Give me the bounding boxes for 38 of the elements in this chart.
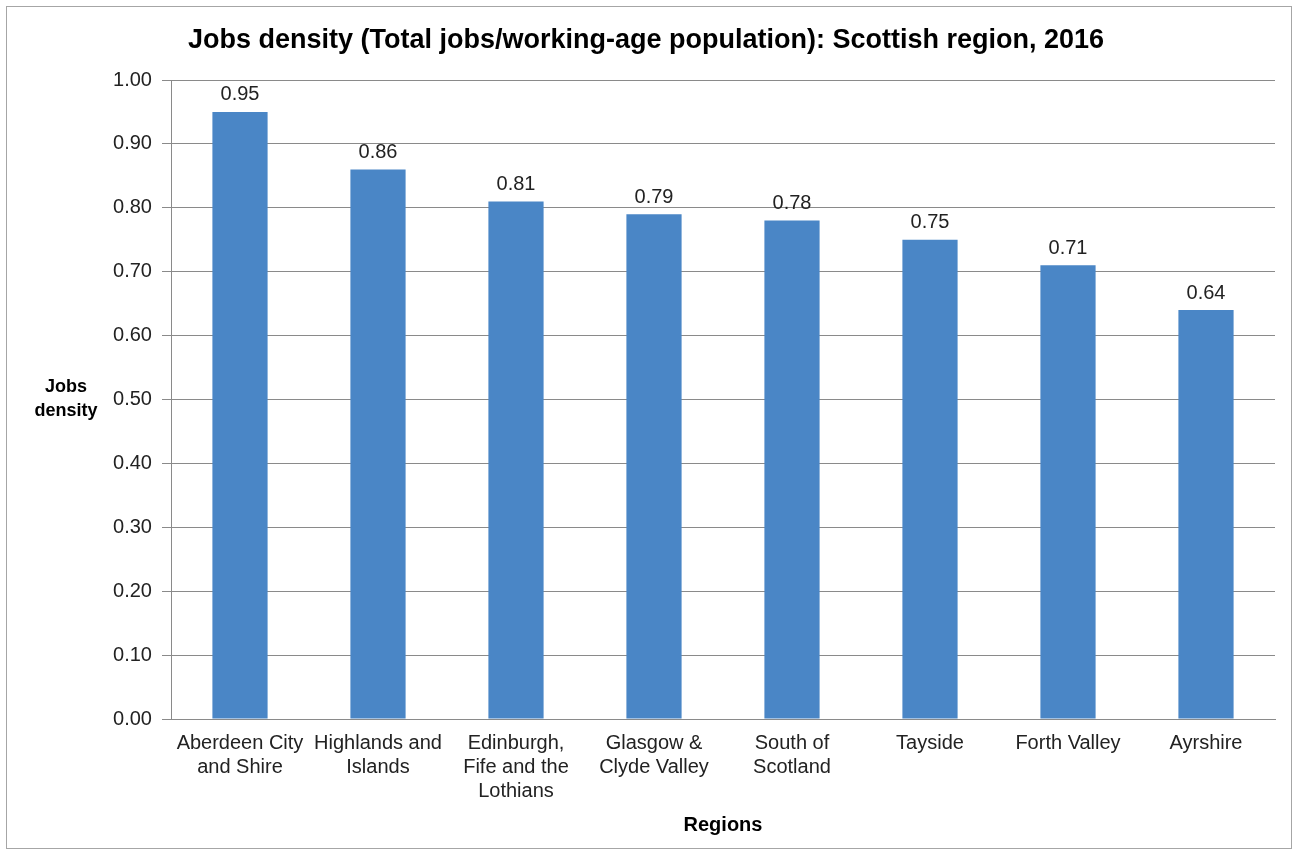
data-label: 0.86 (358, 139, 398, 162)
data-label: 0.64 (1186, 280, 1226, 303)
y-tick-label: 0.10 (113, 642, 152, 665)
data-label: 0.71 (1048, 235, 1088, 258)
data-label: 0.75 (910, 210, 950, 233)
data-label: 0.79 (634, 184, 674, 207)
x-axis-title: Regions (683, 812, 763, 835)
bar (626, 214, 682, 719)
bar (350, 169, 406, 719)
y-tick-label: 0.00 (113, 706, 152, 729)
data-label: 0.78 (772, 191, 812, 214)
x-tick-label: Glasgow & Clyde Valley (599, 730, 709, 777)
y-tick-label: 0.20 (113, 578, 152, 601)
bar (1040, 265, 1096, 719)
y-tick-label: 0.70 (113, 259, 152, 282)
y-tick-label: 0.40 (113, 450, 152, 473)
x-tick-label: Tayside (896, 730, 964, 753)
y-tick-label: 0.80 (113, 195, 152, 218)
y-axis-title: Jobs density (34, 376, 98, 421)
x-tick-label: Highlands and Islands (314, 730, 442, 777)
bar (764, 220, 820, 719)
bar (212, 111, 268, 719)
y-tick-label: 1.00 (113, 67, 152, 90)
data-label: 0.81 (496, 171, 536, 194)
x-tick-label: Aberdeen City and Shire (176, 730, 304, 777)
y-tick-label: 0.90 (113, 131, 152, 154)
chart-title: Jobs density (Total jobs/working-age population): Scottish region, 2016 (187, 24, 1105, 55)
y-tick-label: 0.50 (113, 387, 152, 410)
bar (488, 201, 544, 719)
bar (902, 239, 958, 719)
x-tick-label: South of Scotland (753, 730, 831, 777)
y-tick-label: 0.30 (113, 514, 152, 537)
x-tick-label: Forth Valley (1015, 730, 1121, 753)
data-label: 0.95 (220, 82, 260, 105)
x-tick-label: Ayrshire (1169, 730, 1243, 753)
bar (1178, 310, 1234, 719)
y-tick-label: 0.60 (113, 323, 152, 346)
x-tick-label: Edinburgh, Fife and the Lothians (463, 730, 569, 801)
